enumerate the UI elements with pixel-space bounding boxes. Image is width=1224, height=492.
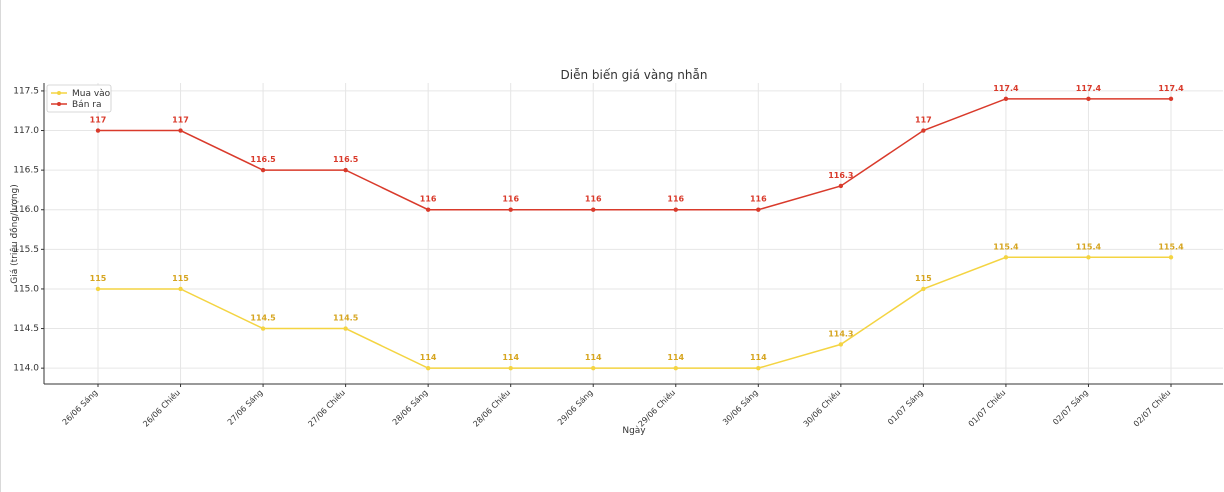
data-label-ban-ra: 116 xyxy=(585,195,602,204)
x-axis-label: Ngày xyxy=(622,426,646,436)
x-tick-label: 02/07 Sáng xyxy=(1051,388,1090,427)
x-tick-label: 01/07 Sáng xyxy=(886,388,925,427)
data-label-mua-vao: 115 xyxy=(915,274,932,283)
x-tick-label: 27/06 Sáng xyxy=(226,388,265,427)
data-labels: 115 115 114.5 114.5 114 114 114 114 114 114.3 115 1… xyxy=(90,84,1184,362)
y-tick-label: 116.5 xyxy=(13,166,39,176)
data-point-ban-ra xyxy=(673,207,678,212)
x-tick-label: 02/07 Chiều xyxy=(1131,387,1172,428)
legend-box xyxy=(46,84,112,113)
data-point-mua-vao xyxy=(95,286,101,292)
x-tick-label: 26/06 Chiều xyxy=(141,387,182,428)
legend: Mua vào Bán ra xyxy=(46,84,112,113)
data-label-mua-vao: 114.5 xyxy=(333,314,359,323)
y-tick-label: 117.5 xyxy=(13,86,39,96)
data-point-mua-vao xyxy=(756,365,761,371)
data-label-ban-ra: 117 xyxy=(172,116,189,125)
data-label-mua-vao: 114 xyxy=(667,353,684,362)
axes xyxy=(43,83,1223,385)
x-tick-label: 28/06 Sáng xyxy=(391,388,430,427)
data-label-mua-vao: 114 xyxy=(585,353,602,362)
legend-label-ban-ra: Bán ra xyxy=(72,100,101,110)
data-label-ban-ra: 117 xyxy=(90,116,107,125)
data-label-ban-ra: 116.5 xyxy=(333,155,359,164)
data-label-mua-vao: 115.4 xyxy=(1158,242,1184,251)
x-tick-label: 30/06 Sáng xyxy=(721,388,760,427)
data-point-ban-ra xyxy=(756,207,761,212)
series-line-mua-vao xyxy=(98,256,1171,369)
chart-title: Diễn biến giá vàng nhẫn xyxy=(561,68,708,82)
data-label-mua-vao: 114.5 xyxy=(250,314,276,323)
data-point-ban-ra xyxy=(95,128,101,133)
legend-marker-mua-vao xyxy=(57,91,61,95)
data-point-mua-vao xyxy=(1003,255,1009,260)
data-label-ban-ra: 116 xyxy=(667,195,684,204)
y-tick-label: 114.5 xyxy=(13,324,39,334)
y-tick-label: 114.0 xyxy=(13,364,39,374)
series-line-ban-ra xyxy=(98,98,1171,211)
x-tick-label: 01/07 Chiều xyxy=(966,387,1007,428)
x-tick-label: 30/06 Chiều xyxy=(801,387,842,428)
data-point-ban-ra xyxy=(178,128,183,133)
data-label-ban-ra: 117.4 xyxy=(1158,84,1184,93)
y-axis-label: Giá (triệu đồng/lượng) xyxy=(9,184,20,284)
data-point-ban-ra xyxy=(508,207,513,212)
legend-label-mua-vao: Mua vào xyxy=(72,89,111,99)
y-tick-label: 115.0 xyxy=(13,284,39,294)
data-point-mua-vao xyxy=(838,342,844,347)
data-point-mua-vao xyxy=(508,365,513,371)
data-label-mua-vao: 114 xyxy=(750,353,767,362)
x-tick-label: 28/06 Chiều xyxy=(471,387,512,428)
x-tick-label: 29/06 Chiều xyxy=(636,387,677,428)
data-point-mua-vao xyxy=(673,365,678,371)
data-point-ban-ra xyxy=(591,207,596,212)
y-tick-label: 117.0 xyxy=(13,126,39,136)
data-label-ban-ra: 117.4 xyxy=(993,84,1019,93)
data-label-ban-ra: 116.3 xyxy=(828,171,853,180)
data-label-mua-vao: 115 xyxy=(172,274,189,283)
x-tick-label: 29/06 Sáng xyxy=(556,388,595,427)
grid xyxy=(44,83,1223,384)
data-point-ban-ra xyxy=(260,167,266,173)
y-tick-label: 116.0 xyxy=(13,205,39,215)
data-label-mua-vao: 114 xyxy=(420,353,437,362)
y-tick-label: 115.5 xyxy=(13,245,39,255)
series-group xyxy=(95,96,1174,371)
x-tick-label: 27/06 Chiều xyxy=(306,387,347,428)
data-label-mua-vao: 114 xyxy=(502,353,519,362)
data-point-ban-ra xyxy=(1168,96,1174,102)
data-point-mua-vao xyxy=(1168,255,1174,260)
data-label-ban-ra: 116 xyxy=(750,195,767,204)
data-label-mua-vao: 115 xyxy=(90,274,107,283)
data-point-mua-vao xyxy=(260,326,266,331)
data-point-ban-ra xyxy=(838,183,844,189)
data-point-mua-vao xyxy=(343,326,348,331)
data-point-ban-ra xyxy=(921,128,926,133)
data-point-ban-ra xyxy=(343,167,348,173)
data-point-mua-vao xyxy=(1086,255,1091,260)
legend-marker-ban-ra xyxy=(57,102,61,106)
data-point-ban-ra xyxy=(1003,96,1009,102)
data-point-ban-ra xyxy=(1086,96,1091,102)
x-tick-label: 26/06 Sáng xyxy=(61,388,100,427)
data-label-ban-ra: 117.4 xyxy=(1076,84,1102,93)
y-ticks: 114.0 114.5 115.0 115.5 116.0 116.5 117.0 117.5 xyxy=(13,86,44,374)
data-label-ban-ra: 116.5 xyxy=(250,155,276,164)
data-point-ban-ra xyxy=(425,207,431,212)
data-label-mua-vao: 114.3 xyxy=(828,329,853,338)
data-label-mua-vao: 115.4 xyxy=(1076,242,1102,251)
data-label-ban-ra: 117 xyxy=(915,116,932,125)
data-label-ban-ra: 116 xyxy=(420,195,437,204)
data-point-mua-vao xyxy=(178,286,183,292)
data-label-mua-vao: 115.4 xyxy=(993,242,1019,251)
x-ticks: 26/06 Sáng 26/06 Chiều 27/06 Sáng 27/06 Chi… xyxy=(61,384,1172,429)
data-point-mua-vao xyxy=(591,365,596,371)
data-point-mua-vao xyxy=(921,286,926,292)
data-point-mua-vao xyxy=(425,365,431,371)
data-label-ban-ra: 116 xyxy=(502,195,519,204)
